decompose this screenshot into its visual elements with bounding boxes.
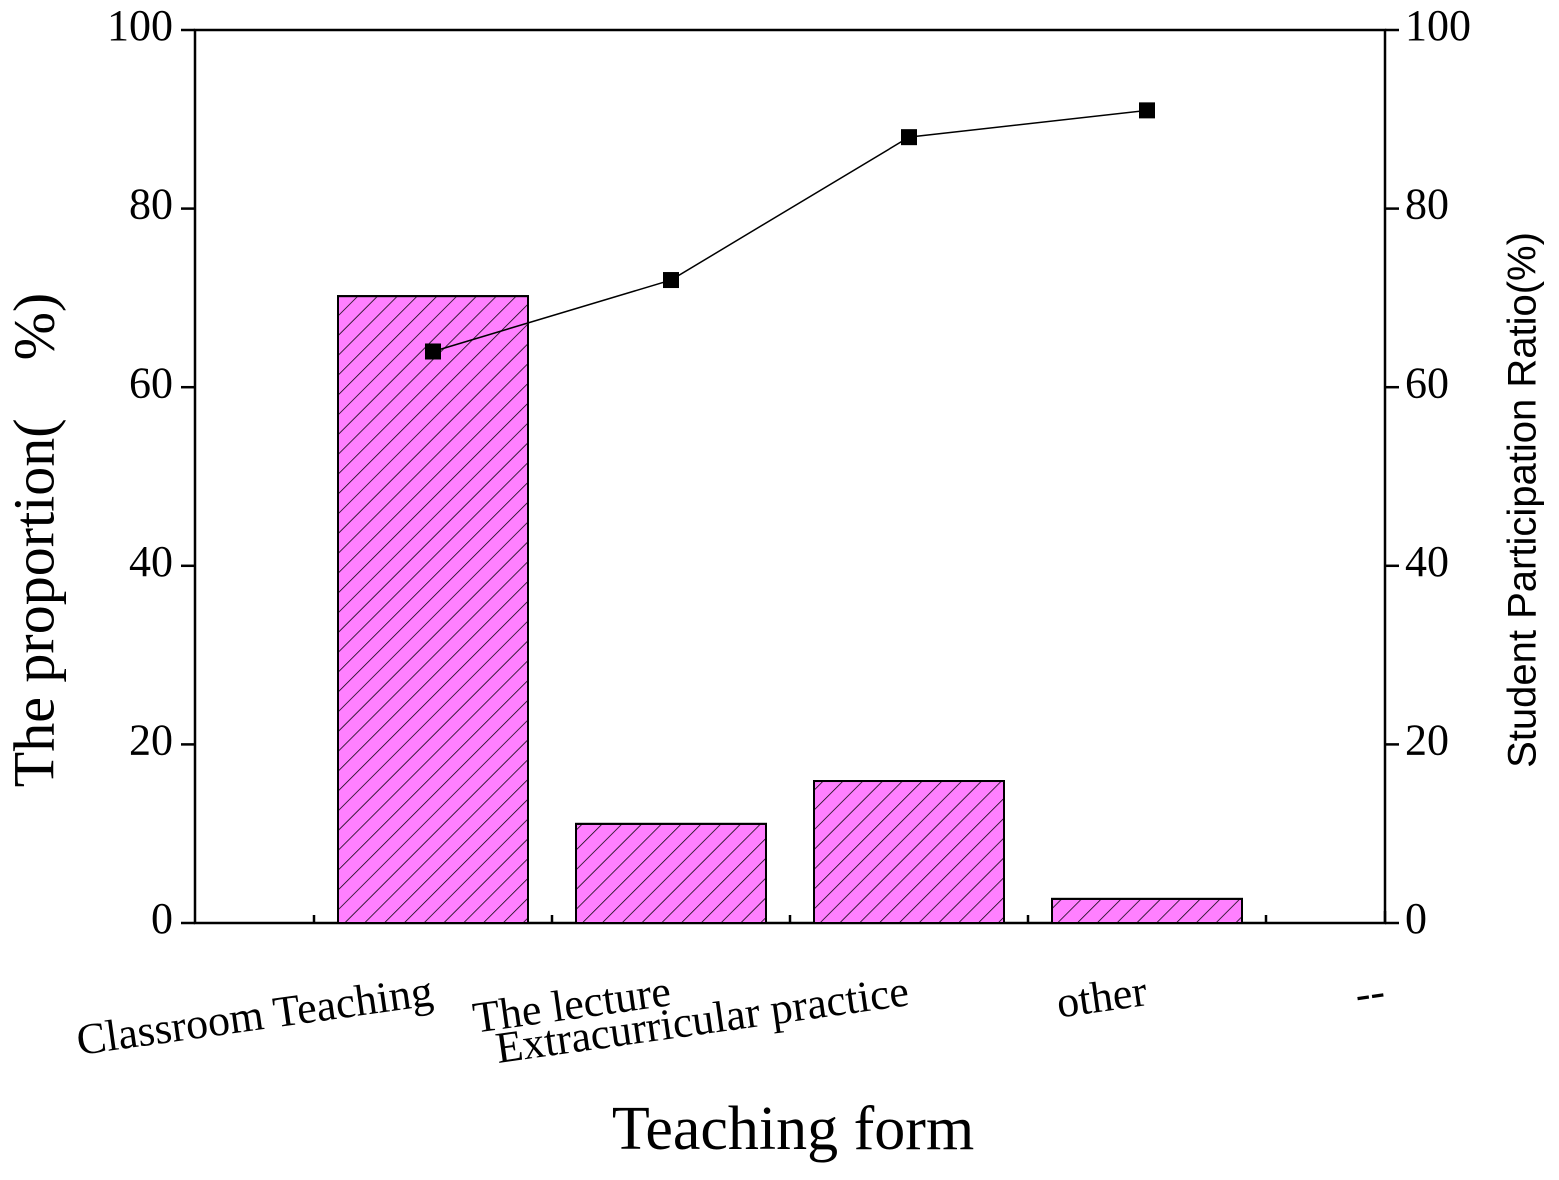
marker: [425, 343, 441, 360]
y-tick-label: 40: [129, 537, 173, 586]
bar-hatch: [1051, 897, 1243, 924]
y2-axis-label: Student Participation Ratio(%): [1501, 232, 1545, 768]
y-tick-label: 60: [129, 358, 173, 407]
x-tick-label: other: [1053, 966, 1150, 1027]
y2-tick-label: 20: [1405, 715, 1449, 764]
y-axis-label: The proportion( %): [1, 293, 66, 787]
y-tick-label: 100: [107, 1, 173, 50]
y-tick-label: 0: [151, 894, 173, 943]
bar-hatch: [575, 822, 767, 925]
y-tick-label: 20: [129, 715, 173, 764]
y2-tick-label: 60: [1405, 358, 1449, 407]
marker: [663, 272, 679, 289]
x-tick-label: Classroom Teaching: [73, 966, 435, 1064]
bar-hatch: [813, 780, 1005, 924]
y2-tick-label: 100: [1405, 1, 1471, 50]
x-axis-label: Teaching form: [612, 1095, 974, 1163]
y2-tick-label: 0: [1405, 894, 1427, 943]
y2-tick-label: 80: [1405, 180, 1449, 229]
marker: [901, 129, 917, 146]
y2-tick-label: 40: [1405, 537, 1449, 586]
bar-hatch: [337, 295, 529, 924]
marker: [1139, 102, 1155, 119]
y-tick-label: 80: [129, 180, 173, 229]
x-tick-label: --: [1352, 966, 1388, 1019]
line: [432, 109, 1148, 353]
